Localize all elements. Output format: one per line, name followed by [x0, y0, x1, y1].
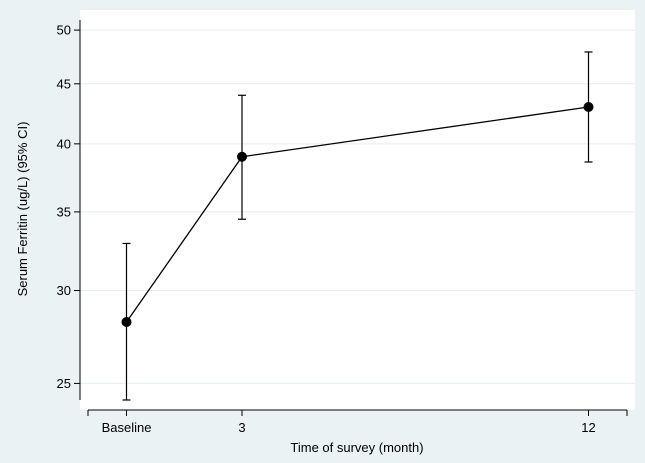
- x-tick-label: Baseline: [102, 420, 152, 435]
- y-tick-label: 40: [57, 136, 71, 151]
- y-tick-label: 25: [57, 376, 71, 391]
- x-tick-label: 12: [581, 420, 595, 435]
- y-tick-label: 45: [57, 76, 71, 91]
- y-tick-label: 30: [57, 283, 71, 298]
- y-tick-label: 50: [57, 23, 71, 38]
- data-point: [583, 101, 594, 112]
- axes: 25 30 35 40 45 50 Baseline 3 12: [57, 20, 628, 435]
- x-tick-label: 3: [238, 420, 245, 435]
- data-point: [121, 317, 132, 328]
- plot-area: [80, 10, 635, 410]
- y-axis-title: Serum Ferritin (ug/L) (95% CI): [15, 122, 30, 297]
- data-point: [237, 151, 247, 162]
- gridlines: [80, 29, 635, 384]
- data-series: [121, 51, 594, 401]
- y-tick-label: 35: [57, 204, 71, 219]
- x-axis-title: Time of survey (month): [290, 440, 423, 455]
